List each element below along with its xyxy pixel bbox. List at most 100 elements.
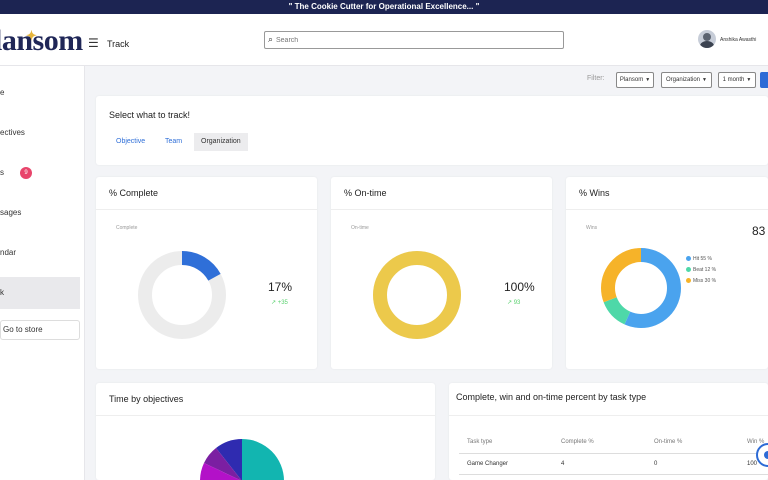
divider xyxy=(459,453,768,454)
caret-down-icon: ▼ xyxy=(702,77,707,83)
filter-bar: Filter: Plansom ▼ Organization ▼ 1 month ▼ xyxy=(85,66,768,94)
legend-label: Hit 55 % xyxy=(693,256,712,262)
caret-down-icon: ▼ xyxy=(746,77,752,83)
legend-dot xyxy=(686,256,691,262)
card-title: Time by objectives xyxy=(109,394,184,404)
top-banner: " The Cookie Cutter for Operational Exce… xyxy=(0,0,768,14)
tab-objective[interactable]: Objective xyxy=(116,138,146,145)
card-title: % Wins xyxy=(579,188,610,198)
ontime-arc xyxy=(373,251,461,339)
legend-dot xyxy=(686,278,691,284)
legend-label: Beat 12 % xyxy=(693,267,717,273)
complete-card: % Complete Complete 17% ↗ +35 xyxy=(96,177,317,369)
sidebar-item-label: sages xyxy=(0,208,22,217)
search-icon: ⌕ xyxy=(268,34,274,44)
plansom-dropdown[interactable]: Plansom ▼ xyxy=(616,72,654,88)
sidebar-item-label: k xyxy=(0,288,4,297)
track-title: Select what to track! xyxy=(109,110,191,120)
legend-hit: Hit 55 % xyxy=(686,256,712,262)
dropdown-label: 1 month xyxy=(722,77,745,83)
ontime-card: % On-time On-time 100% ↗ 93 xyxy=(331,177,552,369)
task-type-card: Complete, win and on-time percent by tas… xyxy=(449,383,768,480)
period-dropdown[interactable]: 1 month ▼ xyxy=(718,72,756,88)
pie-slice xyxy=(200,463,240,480)
chart-tag: On-time xyxy=(351,225,369,231)
card-title: Complete, win and on-time percent by tas… xyxy=(456,392,647,402)
search-input[interactable] xyxy=(276,33,556,47)
table-cell: Game Changer xyxy=(467,461,509,467)
filter-label: Filter: xyxy=(587,75,605,82)
column-header: Win % xyxy=(747,439,765,445)
sidebar-item-tasks[interactable]: s 9 xyxy=(0,157,80,189)
page-title: Track xyxy=(107,39,130,49)
divider xyxy=(459,474,768,475)
track-selector-card: Select what to track! Objective Team Org… xyxy=(96,96,768,165)
legend-miss: Miss 30 % xyxy=(686,278,716,284)
tab-organization[interactable]: Organization xyxy=(194,133,248,151)
ontime-value: 100% xyxy=(504,280,535,294)
trend-value: +35 xyxy=(277,300,288,306)
trend-value: 93 xyxy=(513,300,521,306)
apply-filter-button[interactable] xyxy=(760,72,768,88)
complete-value: 17% xyxy=(268,280,293,294)
complete-arc xyxy=(138,251,226,339)
wins-card: % Wins Wins Hit 55 % Beat 12 % Miss 30 %… xyxy=(566,177,768,369)
legend-beat: Beat 12 % xyxy=(686,267,716,273)
wins-value: 83 xyxy=(752,224,766,238)
sidebar-item-objectives[interactable]: ectives xyxy=(0,117,80,149)
sidebar: e ectives s 9 sages ndar k Go to store xyxy=(0,66,85,480)
avatar[interactable] xyxy=(698,30,716,48)
dropdown-label: Organization xyxy=(666,77,701,83)
card-title: % On-time xyxy=(344,188,387,198)
objectives-pie-chart xyxy=(200,439,284,480)
notification-badge: 9 xyxy=(20,167,32,179)
sidebar-item-label: e xyxy=(0,88,5,97)
wins-segment-2 xyxy=(601,248,681,328)
go-to-store-button[interactable]: Go to store xyxy=(0,320,80,340)
ontime-donut-chart xyxy=(373,251,461,339)
table-cell: 4 xyxy=(561,461,565,467)
user-name[interactable]: Anshika Awasthi xyxy=(720,37,757,43)
legend-label: Miss 30 % xyxy=(693,278,717,284)
sidebar-item-calendar[interactable]: ndar xyxy=(0,237,80,269)
complete-donut-chart xyxy=(138,251,226,339)
organization-dropdown[interactable]: Organization ▼ xyxy=(661,72,712,88)
column-header: Complete % xyxy=(561,439,594,445)
brand-logo[interactable]: ✦ lansom xyxy=(0,24,83,58)
divider xyxy=(96,209,317,210)
table-cell: 0 xyxy=(654,461,658,467)
caret-down-icon: ▼ xyxy=(645,77,651,83)
divider xyxy=(449,415,768,416)
trend-up-icon: ↗ xyxy=(271,300,277,306)
divider xyxy=(331,209,552,210)
sidebar-item-label: ectives xyxy=(0,128,25,137)
star-icon: ✦ xyxy=(26,28,37,43)
pie-slice xyxy=(204,448,242,480)
logo-text: lansom xyxy=(0,24,83,57)
time-by-objectives-card: Time by objectives xyxy=(96,383,435,480)
wins-donut-chart xyxy=(601,248,681,328)
menu-icon[interactable]: ☰ xyxy=(88,36,99,50)
sidebar-item-track[interactable]: k xyxy=(0,277,80,309)
chart-tag: Complete xyxy=(116,225,138,231)
divider xyxy=(566,209,768,210)
sidebar-item-messages[interactable]: sages xyxy=(0,197,80,229)
trend-up-icon: ↗ xyxy=(507,300,513,306)
column-header: On-time % xyxy=(654,439,683,445)
sidebar-item-home[interactable]: e xyxy=(0,77,80,109)
sidebar-item-label: ndar xyxy=(0,248,17,257)
table-cell: 100 xyxy=(747,461,758,467)
chart-tag: Wins xyxy=(586,225,598,231)
pie-slice xyxy=(242,439,284,480)
complete-trend: ↗ +35 xyxy=(271,299,288,306)
legend-dot xyxy=(686,267,691,273)
column-header: Task type xyxy=(467,439,493,445)
ontime-trend: ↗ 93 xyxy=(507,299,520,306)
header: ✦ lansom ☰ Track ⌕ Anshika Awasthi xyxy=(0,14,768,66)
card-title: % Complete xyxy=(109,188,159,198)
sidebar-item-label: s xyxy=(0,168,4,177)
dropdown-label: Plansom xyxy=(619,77,644,83)
tab-team[interactable]: Team xyxy=(165,138,183,145)
divider xyxy=(96,415,435,416)
search-box[interactable]: ⌕ xyxy=(264,31,564,49)
